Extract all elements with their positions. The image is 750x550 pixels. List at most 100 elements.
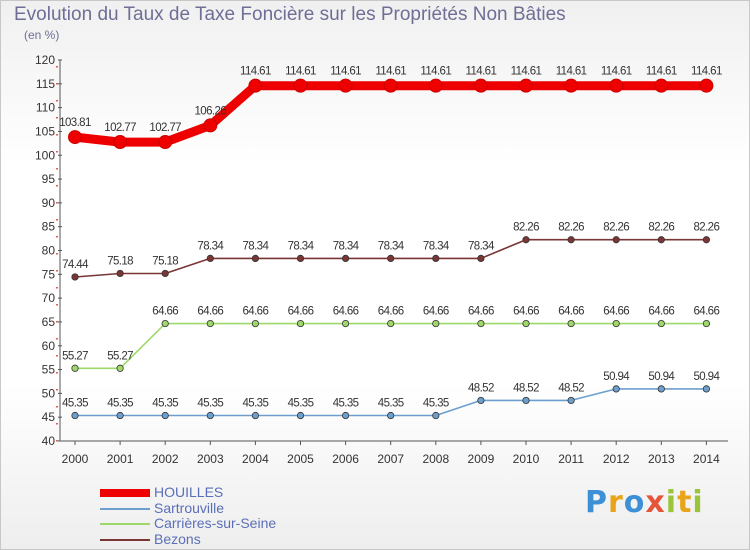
data-point (383, 78, 398, 93)
data-label: 82.26 (513, 222, 539, 234)
logo-letter: r (608, 485, 624, 520)
data-label: 114.61 (420, 66, 451, 78)
data-label: 64.66 (513, 306, 539, 318)
data-label: 45.35 (288, 398, 314, 410)
data-label: 64.66 (288, 306, 314, 318)
data-point (477, 396, 485, 405)
data-point (564, 78, 579, 93)
data-point (609, 78, 624, 93)
logo-letter: o (623, 485, 646, 520)
data-label: 102.77 (149, 122, 181, 134)
data-point (296, 254, 305, 263)
data-label: 45.35 (197, 398, 223, 410)
data-point (68, 130, 82, 145)
data-label: 114.61 (691, 66, 722, 78)
data-point (654, 78, 669, 93)
data-point (699, 78, 714, 93)
data-point (702, 319, 711, 328)
x-tick-label: 2003 (197, 452, 224, 466)
data-label: 45.35 (107, 398, 133, 410)
data-point (71, 364, 79, 372)
y-tick-label: 90 (42, 196, 56, 210)
y-tick-label: 95 (42, 172, 56, 186)
unit-label: (en %) (24, 28, 60, 42)
data-label: 64.66 (333, 306, 359, 318)
legend-swatch (100, 523, 150, 525)
data-point (341, 319, 350, 328)
data-point (612, 319, 620, 328)
data-label: 114.61 (646, 66, 677, 78)
data-label: 114.61 (330, 66, 361, 78)
y-tick-label: 80 (42, 244, 56, 258)
data-label: 78.34 (423, 240, 450, 252)
data-point (522, 236, 530, 244)
data-label: 50.94 (648, 371, 675, 383)
logo-letter: i (692, 485, 704, 520)
data-label: 82.26 (603, 222, 629, 234)
data-point (251, 254, 259, 263)
data-label: 64.66 (243, 306, 269, 318)
y-tick-label: 40 (42, 434, 56, 448)
data-point (251, 411, 259, 420)
data-point (428, 78, 443, 93)
data-label: 55.27 (107, 350, 133, 362)
data-label: 114.61 (240, 66, 271, 78)
data-point (657, 319, 665, 328)
logo-letter: x (645, 485, 666, 520)
data-label: 45.35 (152, 398, 178, 410)
x-tick-label: 2010 (513, 452, 540, 466)
data-label: 64.66 (648, 306, 674, 318)
data-label: 64.66 (468, 306, 494, 318)
data-label: 64.66 (694, 306, 720, 318)
data-label: 45.35 (62, 398, 88, 410)
data-label: 45.35 (423, 398, 449, 410)
data-point (387, 319, 395, 328)
data-label: 78.34 (243, 240, 270, 252)
data-label: 78.34 (288, 240, 315, 252)
data-labels: 74.44 75.18 75.18 78.34 78.34 78.34 78.34 78.34… (59, 66, 722, 410)
chart-title: Evolution du Taux de Taxe Foncière sur l… (14, 4, 566, 25)
data-label: 114.61 (466, 66, 497, 78)
logo-letter: i (665, 485, 678, 520)
legend-swatch (100, 538, 150, 541)
data-point (567, 236, 575, 244)
data-point (477, 254, 485, 263)
data-label: 114.61 (601, 66, 632, 78)
data-point (248, 78, 263, 93)
series-layer (68, 78, 714, 420)
data-point (113, 135, 128, 150)
data-point (612, 385, 620, 393)
data-label: 64.66 (558, 306, 584, 318)
data-point (341, 411, 350, 420)
data-label: 114.61 (375, 66, 406, 78)
series-line-carri-res-sur-seine (74, 322, 708, 370)
y-tick-label: 65 (42, 315, 56, 329)
data-point (522, 396, 530, 405)
data-point (387, 411, 395, 420)
data-point (657, 385, 665, 393)
data-point (296, 319, 305, 328)
y-tick-label: 115 (36, 77, 55, 91)
data-point (432, 319, 440, 328)
data-label: 114.61 (285, 66, 316, 78)
data-point (519, 78, 533, 93)
data-label: 45.35 (243, 398, 269, 410)
x-tick-label: 2011 (558, 452, 584, 466)
x-tick-label: 2000 (62, 452, 89, 466)
data-point (432, 254, 440, 263)
data-label: 74.44 (62, 259, 89, 271)
y-tick-label: 75 (42, 267, 56, 281)
data-label: 75.18 (107, 255, 133, 267)
data-point (702, 385, 711, 393)
legend-label: Carrières-sur-Seine (154, 515, 277, 531)
data-point (387, 254, 395, 263)
data-point (158, 135, 173, 150)
proxiti-logo: Proxiti (585, 485, 704, 520)
logo-letter: t (677, 485, 693, 520)
x-tick-label: 2004 (242, 452, 269, 466)
data-label: 50.94 (603, 371, 630, 383)
data-point (206, 319, 214, 328)
y-tick-label: 50 (42, 386, 56, 400)
data-point (473, 78, 488, 93)
